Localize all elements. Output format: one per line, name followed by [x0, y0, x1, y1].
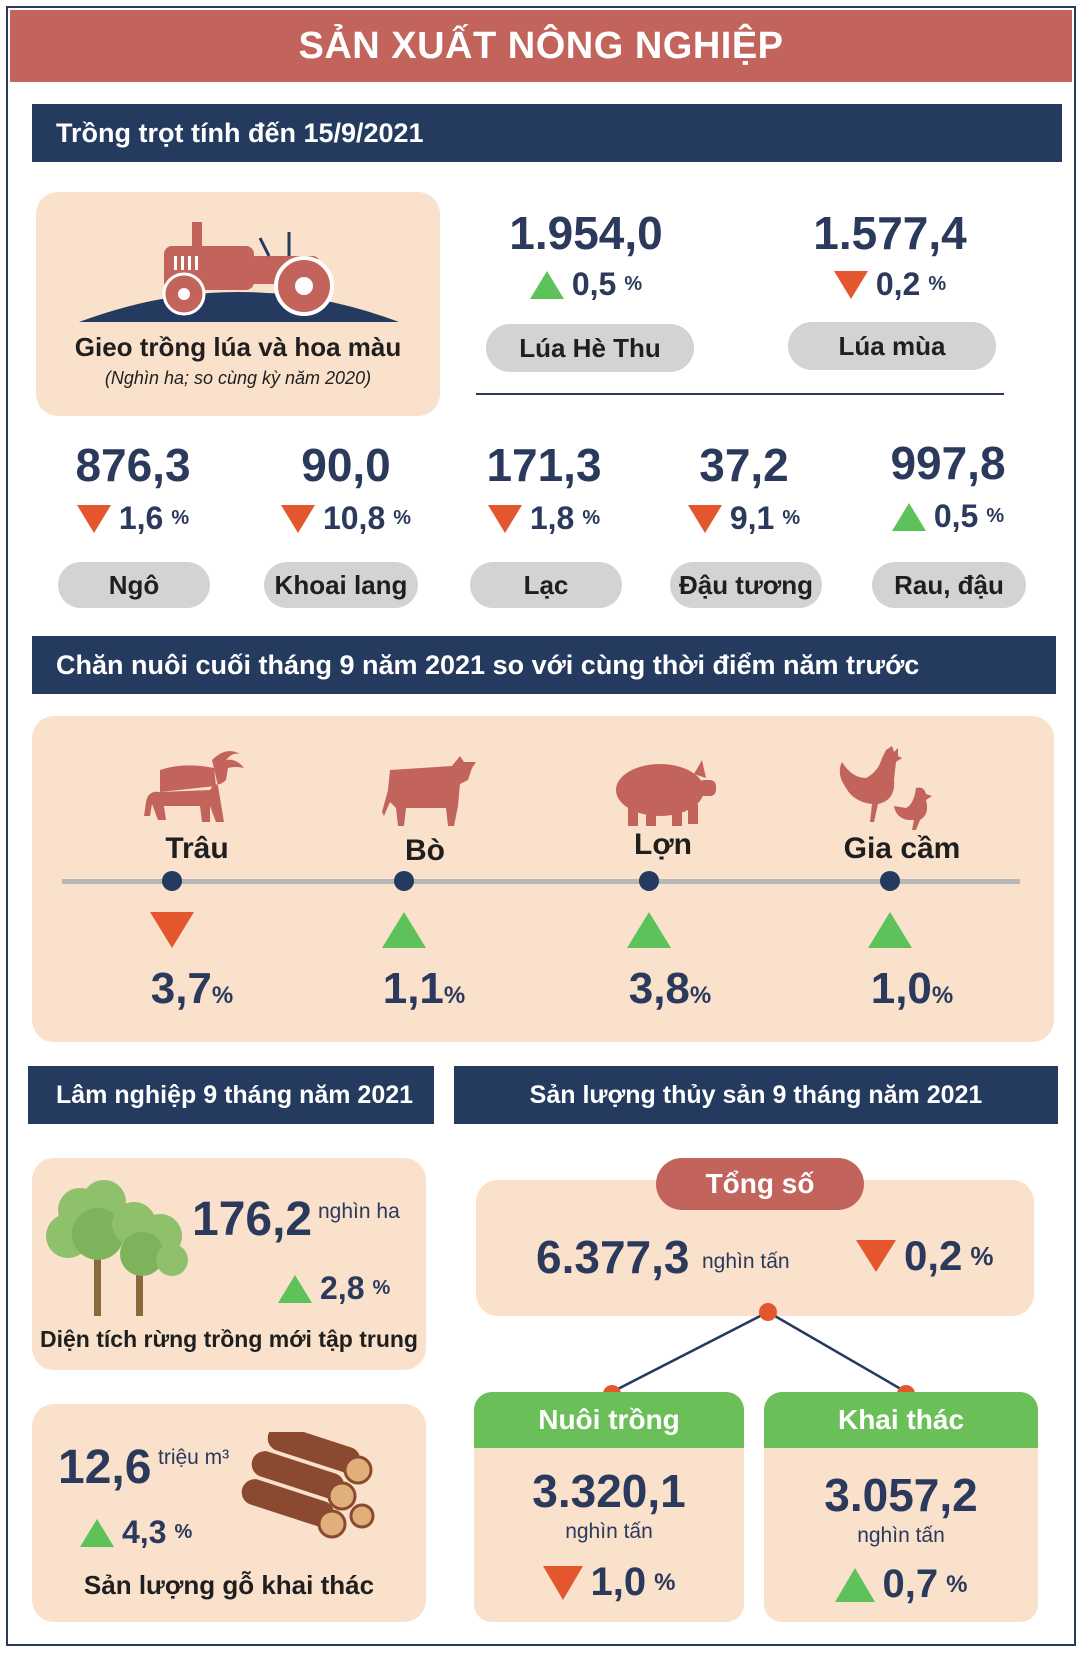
forest-area-card: 176,2 nghìn ha 2,8% Diện tích rừng trồng…: [32, 1158, 426, 1370]
wood-label: Sản lượng gỗ khai thác: [83, 1570, 375, 1600]
crops-header: Trồng trọt tính đến 15/9/2021: [32, 104, 1062, 162]
poultry-icon: [839, 746, 932, 830]
timeline-line: [62, 879, 1020, 884]
wood-change: 4,3%: [80, 1514, 192, 1551]
cow-icon: [382, 756, 476, 826]
stat-dau-tuong: 37,2 9,1%: [668, 438, 820, 537]
down-arrow-icon: [542, 1565, 583, 1600]
forest-area-change: 2,8%: [278, 1270, 390, 1307]
fishery-nuoi-trong-value: 3.320,1: [532, 1465, 686, 1517]
up-arrow-icon: [627, 912, 671, 948]
stat-change: 0,2%: [786, 266, 994, 303]
stat-lua-he-thu: 1.954,0 0,5%: [482, 206, 690, 303]
livestock-label-lon: Lợn: [634, 828, 692, 861]
wood-unit: triệu m³: [158, 1446, 230, 1469]
pill-lua-he-thu: Lúa Hè Thu: [486, 324, 694, 372]
fishery-total-change: 0,2%: [856, 1232, 994, 1280]
livestock-label-bo: Bò: [405, 834, 445, 867]
down-arrow-icon: [487, 504, 522, 533]
stat-lua-mua: 1.577,4 0,2%: [786, 206, 994, 303]
timeline-dot: [162, 871, 182, 891]
fishery-nuoi-trong-change: 1,0%: [474, 1560, 744, 1605]
timeline-dot: [394, 871, 414, 891]
pill-lua-mua: Lúa mùa: [788, 322, 996, 370]
down-arrow-icon: [76, 504, 111, 533]
page-frame: [6, 6, 1076, 1646]
fishery-khai-thac-value: 3.057,2: [824, 1469, 978, 1521]
trees-icon: [46, 1180, 188, 1316]
crops-intro-title: Gieo trồng lúa và hoa màu: [74, 332, 402, 362]
livestock-change-trau: 3,7%: [150, 964, 234, 1013]
timeline-dot: [880, 871, 900, 891]
down-arrow-icon: [687, 504, 722, 533]
pig-icon: [616, 760, 716, 826]
livestock-card: Trâu Bò Lợn Gia cầm 3,7% 1,1% 3,8% 1,0%: [32, 716, 1054, 1042]
pill-rau-dau: Rau, đậu: [872, 562, 1026, 608]
wood-card: 12,6 triệu m³ 4,3% Sản lượng gỗ khai thá…: [32, 1404, 426, 1622]
pill-dau-tuong: Đậu tương: [670, 562, 822, 608]
livestock-change-bo: 1,1%: [382, 964, 466, 1013]
fishery-total-card: 6.377,3 nghìn tấn 0,2%: [476, 1180, 1034, 1316]
buffalo-icon: [144, 751, 244, 822]
down-arrow-icon: [856, 1240, 896, 1272]
fishery-total-unit: nghìn tấn: [702, 1250, 790, 1273]
stat-khoai-lang: 90,0 10,8%: [264, 438, 428, 537]
wood-value: 12,6: [58, 1441, 152, 1494]
fishery-khai-thac-label: Khai thác: [764, 1392, 1038, 1448]
up-arrow-icon: [868, 912, 912, 948]
livestock-label-gia-cam: Gia cầm: [843, 832, 961, 865]
stat-value: 1.577,4: [813, 207, 967, 259]
divider: [476, 393, 1004, 395]
up-arrow-icon: [278, 1274, 312, 1303]
fishery-khai-thac-change: 0,7%: [764, 1562, 1038, 1607]
up-arrow-icon: [529, 270, 564, 299]
down-arrow-icon: [833, 270, 868, 299]
forestry-header: Lâm nghiệp 9 tháng năm 2021: [28, 1066, 434, 1124]
up-arrow-icon: [891, 502, 926, 531]
fishery-nuoi-trong-unit: nghìn tấn: [565, 1520, 653, 1543]
stat-ngo: 876,3 1,6%: [75, 439, 191, 536]
down-arrow-icon: [150, 912, 194, 948]
up-arrow-icon: [834, 1567, 875, 1602]
fishery-khai-thac-unit: nghìn tấn: [857, 1524, 945, 1547]
livestock-header: Chăn nuôi cuối tháng 9 năm 2021 so với c…: [32, 636, 1056, 694]
stat-lac: 171,3 1,8%: [486, 439, 602, 536]
stat-value: 1.954,0: [509, 207, 663, 259]
stat-change: 0,5%: [482, 266, 690, 303]
fishery-khai-thac-card: Khai thác 3.057,2 nghìn tấn 0,7%: [764, 1392, 1038, 1622]
pill-ngo: Ngô: [58, 562, 210, 608]
timeline-dot: [639, 871, 659, 891]
page-title: SẢN XUẤT NÔNG NGHIỆP: [10, 10, 1072, 82]
up-arrow-icon: [382, 912, 426, 948]
fishery-total-label: Tổng số: [656, 1158, 864, 1210]
livestock-change-lon: 3,8%: [628, 964, 712, 1013]
down-arrow-icon: [280, 504, 315, 533]
livestock-label-trau: Trâu: [165, 832, 229, 865]
crops-intro-card: Gieo trồng lúa và hoa màu (Nghìn ha; so …: [36, 192, 440, 416]
logs-icon: [241, 1432, 375, 1539]
pill-khoai-lang: Khoai lang: [264, 562, 418, 608]
crops-intro-subtitle: (Nghìn ha; so cùng kỳ năm 2020): [104, 368, 372, 388]
pill-lac: Lạc: [470, 562, 622, 608]
stat-rau-dau: 997,8 0,5%: [890, 437, 1006, 534]
forest-area-value: 176,2: [192, 1193, 313, 1246]
fishery-header: Sản lượng thủy sản 9 tháng năm 2021: [454, 1066, 1058, 1124]
tractor-icon: [79, 222, 399, 322]
forest-area-unit: nghìn ha: [318, 1200, 400, 1223]
fishery-nuoi-trong-card: Nuôi trồng 3.320,1 nghìn tấn 1,0%: [474, 1392, 744, 1622]
fishery-total-value: 6.377,3: [536, 1231, 690, 1283]
fishery-nuoi-trong-label: Nuôi trồng: [474, 1392, 744, 1448]
up-arrow-icon: [80, 1518, 114, 1547]
livestock-change-gia-cam: 1,0%: [870, 964, 954, 1013]
forest-area-label: Diện tích rừng trồng mới tập trung: [40, 1326, 418, 1352]
